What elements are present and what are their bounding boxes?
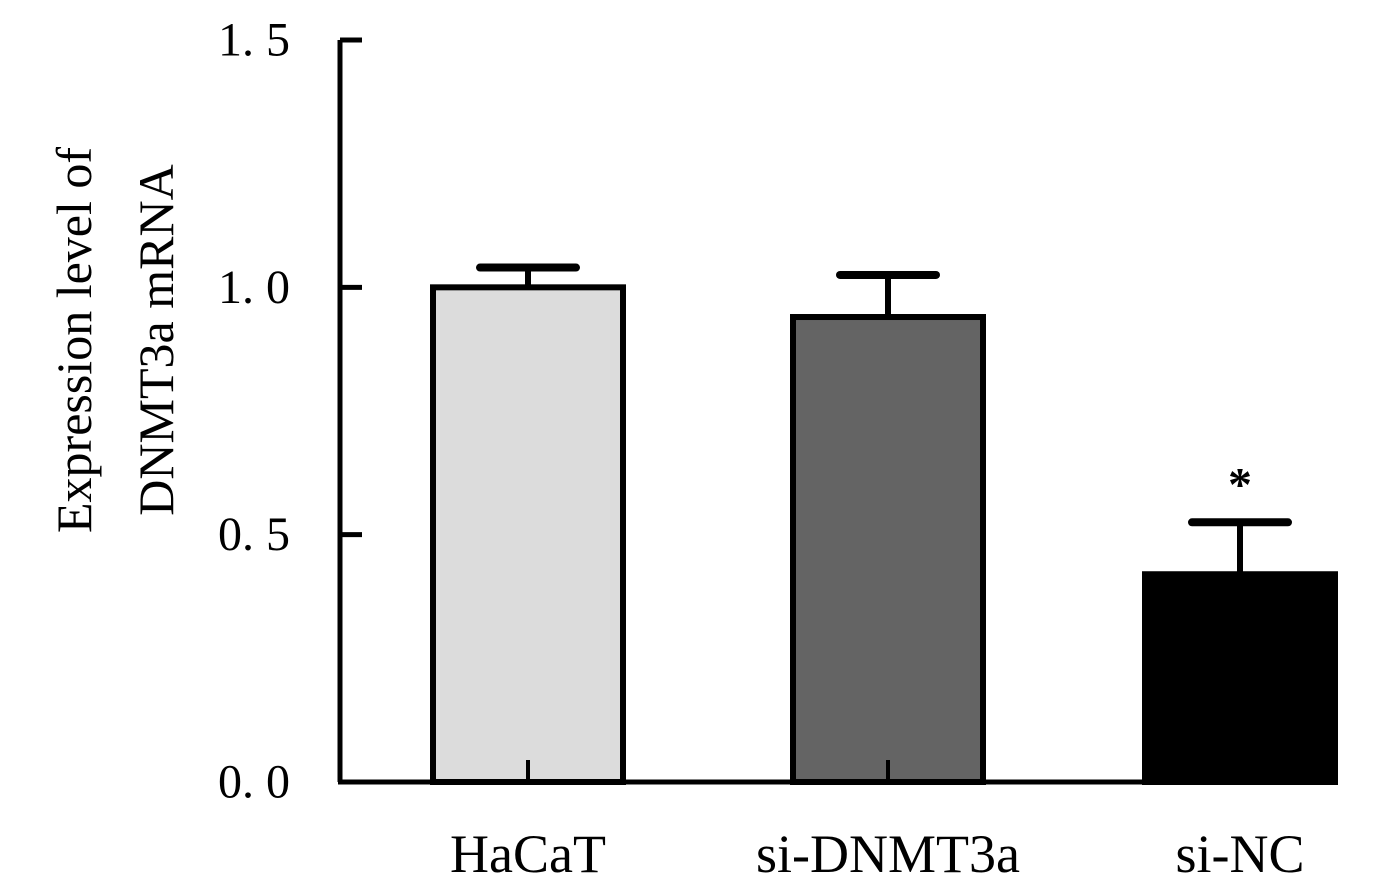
y-tick-label: 1. 0: [218, 261, 290, 314]
bar-si-NC: [1142, 571, 1338, 785]
y-tick-label: 0. 0: [218, 756, 290, 809]
y-axis-label-line: Expression level of: [46, 147, 102, 533]
significance-asterisk: *: [1228, 458, 1252, 511]
y-tick-label: 0. 5: [218, 508, 290, 561]
bars: [430, 284, 1338, 785]
y-axis-label: Expression level of DNMT3a mRNA: [46, 147, 184, 533]
y-tick-label: 1. 5: [218, 14, 290, 67]
bar-si-DNMT3a: [790, 314, 986, 785]
error-bars: [476, 263, 1292, 575]
y-axis-label-line: DNMT3a mRNA: [128, 164, 184, 515]
x-axis-categories: HaCaT si-DNMT3a si-NC: [450, 824, 1304, 884]
y-axis-ticks: 0. 0 0. 5 1. 0 1. 5: [218, 14, 362, 809]
x-category-label: si-DNMT3a: [756, 824, 1020, 884]
x-category-label: si-NC: [1175, 824, 1304, 884]
bar-HaCaT: [430, 284, 626, 785]
significance-annotations: *: [1228, 458, 1252, 511]
x-category-label: HaCaT: [450, 824, 606, 884]
